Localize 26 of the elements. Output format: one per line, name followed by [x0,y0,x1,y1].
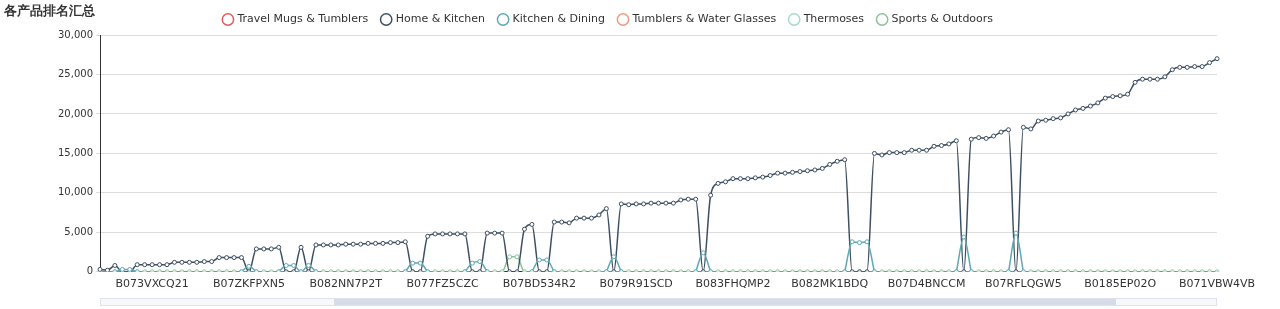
x-tick-label: B07RFLQGW5 [985,277,1062,291]
y-tick-label: 15,000 [58,146,93,158]
x-tick-label: B083FHQMP2 [695,277,771,291]
y-tick-label: 20,000 [58,107,93,119]
y-tick-label: 25,000 [58,68,93,80]
legend-label: Tumblers & Water Glasses [631,12,777,26]
legend-label: Thermoses [802,12,865,26]
x-tick-label: B082NN7P2T [309,277,383,291]
y-tick-label: 30,000 [58,28,93,40]
legend-label: Sports & Outdoors [891,12,994,26]
x-tick-label: B0185EP02O [1084,277,1157,291]
x-tick-label: B077FZ5CZC [406,277,480,291]
y-tick-label: 5,000 [64,225,93,237]
x-tick-label: B079R91SCD [599,277,673,291]
x-tick-label: B073VXCQ21 [115,277,189,291]
y-tick-label: 0 [86,265,93,277]
legend-label: Home & Kitchen [395,12,486,26]
x-tick-label: B07ZKFPXN5 [212,277,285,291]
legend-label: Kitchen & Dining [512,12,605,26]
x-tick-label: B07BD534R2 [502,277,576,291]
chart-title: 各产品排名汇总 [4,2,95,20]
y-tick-label: 10,000 [58,186,93,198]
x-tick-label: B071VBW4VB [1178,277,1256,291]
x-tick-label: B07D4BNCCM [887,277,966,291]
x-tick-label: B082MK1BDQ [791,277,869,291]
legend-label: Travel Mugs & Tumblers [236,12,369,26]
